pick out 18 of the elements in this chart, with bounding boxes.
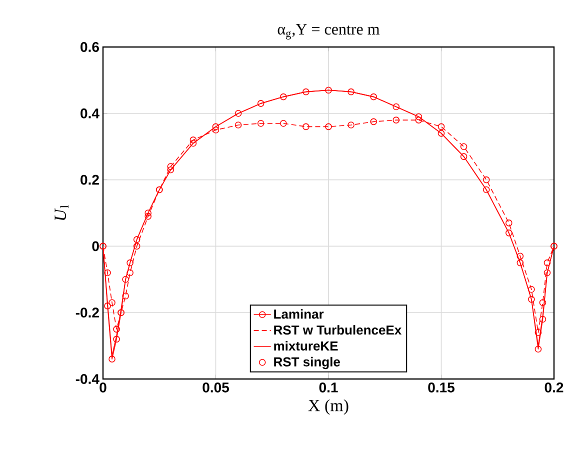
legend-label: Laminar: [274, 309, 324, 319]
y-tick-label: 0: [92, 241, 99, 252]
legend-label: RST single: [274, 356, 340, 370]
y-tick-label: -0.2: [76, 308, 99, 318]
y-tick-label: 0.2: [80, 174, 99, 185]
y-tick-label: 0.4: [80, 108, 100, 118]
chart-title: α$_{g}$,Y = centre m: [278, 24, 380, 40]
x-axis-title: X (m): [308, 399, 348, 415]
x-tick-label: 0.1: [319, 382, 338, 392]
y-axis-title: U$_{l}$: [54, 205, 68, 220]
x-tick-label: 0: [100, 382, 106, 392]
legend-label: mixtureKE: [274, 341, 338, 351]
legend-label: RST w TurbulenceEx: [274, 325, 402, 335]
x-tick-label: 0.15: [428, 382, 454, 392]
y-tick-label: 0.6: [80, 42, 99, 52]
y-tick-label: -0.4: [76, 374, 100, 384]
x-tick-label: 0.05: [202, 382, 229, 392]
x-tick-label: 0.2: [544, 382, 564, 392]
